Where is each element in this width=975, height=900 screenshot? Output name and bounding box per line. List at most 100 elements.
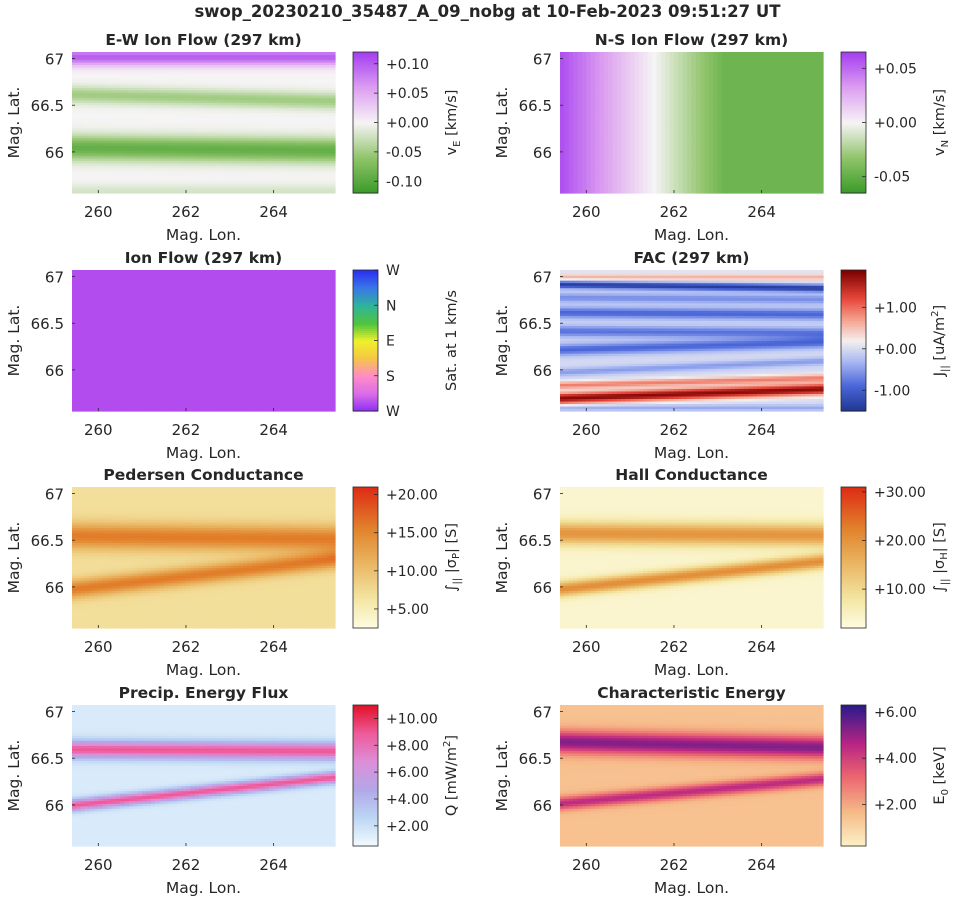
heatmap-cell [560,52,565,55]
x-tick-label: 262 [172,203,201,221]
heatmap-cell [164,52,169,55]
heatmap-cell [322,52,327,55]
colorbar-tick-label: -0.10 [386,174,422,190]
x-tick-label: 264 [259,203,288,221]
heatmap-cell [182,52,187,55]
heatmap-cell [138,52,143,55]
heatmap-cell [116,52,121,55]
heatmap-cell [296,52,301,55]
heatmap-cell [234,52,239,55]
heatmap-cell [670,52,675,55]
heatmap-cell [265,52,270,55]
heatmap-cell [208,52,213,55]
heatmap-cell [317,52,322,55]
y-tick-label: 66 [45,144,64,162]
heatmap-cell [225,52,230,55]
heatmap-cell [160,52,165,55]
heatmap-cell [274,52,279,55]
heatmap-cell [639,52,644,55]
heatmap-cell [648,52,653,55]
heatmap-cell [326,52,331,55]
heatmap-cell [190,52,195,55]
colorbar-tick-label: +0.05 [386,86,429,102]
colorbar-tick-label: -0.05 [386,145,422,161]
panel-title: E-W Ion Flow (297 km) [105,31,301,49]
heatmap-cell [142,52,147,55]
heatmap-cell [221,52,226,55]
colorbar: -0.10 -0.05 +0.00 +0.05 +0.10 vE [km/s] [353,52,463,194]
heatmap-cell [72,52,77,55]
heatmap-cell [630,52,635,55]
heatmap-cell [247,52,252,55]
heatmap-cell [195,52,200,55]
heatmap-cell [90,52,95,55]
heatmap-cell [569,52,574,55]
heatmap-cell [300,52,305,55]
heatmap-cell [564,52,569,55]
heatmap-field [560,52,824,194]
heatmap-cell [665,52,670,55]
heatmap-cell [230,52,235,55]
heatmap-cell [652,52,657,55]
heatmap-cell [309,52,314,55]
heatmap-cell [243,52,248,55]
heatmap-cell [586,52,591,55]
heatmap-field [72,52,336,194]
heatmap-cell [239,52,244,55]
x-axis-label: Mag. Lon. [166,226,241,244]
heatmap-cell [212,52,217,55]
heatmap-cell [85,52,90,55]
heatmap-cell [186,52,191,55]
heatmap-cell [81,52,86,55]
heatmap-cell [573,52,578,55]
heatmap-cell [626,52,631,55]
heatmap-cell [656,52,661,55]
heatmap-cell [635,52,640,55]
panel-2: N-S Ion Flow (297 km)260 262 2646666.567Ma… [493,31,951,244]
panel-1: E-W Ion Flow (297 km)260 262 2646666.567Ma… [5,31,463,244]
heatmap-cell [643,52,648,55]
y-tick-label: 66.5 [31,97,64,115]
heatmap-cell [674,52,679,55]
heatmap-cell [313,52,318,55]
heatmap-cell [107,52,112,55]
heatmap-cell [287,52,292,55]
heatmap-cell [578,52,583,55]
heatmap-cell [120,52,125,55]
heatmap-cell [282,52,287,55]
heatmap-cell [613,52,618,55]
colorbar-label: vE [km/s] [444,90,463,156]
heatmap-cell [604,52,609,55]
heatmap-cell [147,52,152,55]
colorbar-tick-label: +0.00 [386,116,429,132]
heatmap-cell [76,52,81,55]
heatmap-cell [98,52,103,55]
heatmap-cell [125,52,130,55]
heatmap-cell [582,52,587,55]
heatmap-cell [151,52,156,55]
heatmap-cell [304,52,309,55]
heatmap-cell [595,52,600,55]
heatmap-cell [133,52,138,55]
heatmap-cell [256,52,261,55]
colorbar-tick-label: +0.10 [386,57,429,73]
heatmap-cell [260,52,265,55]
heatmap-cell [177,52,182,55]
heatmap-cell [155,52,160,55]
heatmap-cell [599,52,604,55]
heatmap-cell [291,52,296,55]
heatmap-cell [111,52,116,55]
y-tick-label: 67 [45,51,64,69]
heatmap-cell [204,52,209,55]
heatmap-cell [608,52,613,55]
heatmap-cell [217,52,222,55]
heatmap-cell [621,52,626,55]
heatmap-cell [252,52,257,55]
heatmap-cell [278,52,283,55]
figure-canvas: E-W Ion Flow (297 km)260 262 2646666.567Ma… [0,0,975,900]
y-axis-label: Mag. Lat. [5,87,23,159]
heatmap-cell [168,52,173,55]
heatmap-cell [129,52,134,55]
heatmap-cell [591,52,596,55]
heatmap-cell [661,52,666,55]
